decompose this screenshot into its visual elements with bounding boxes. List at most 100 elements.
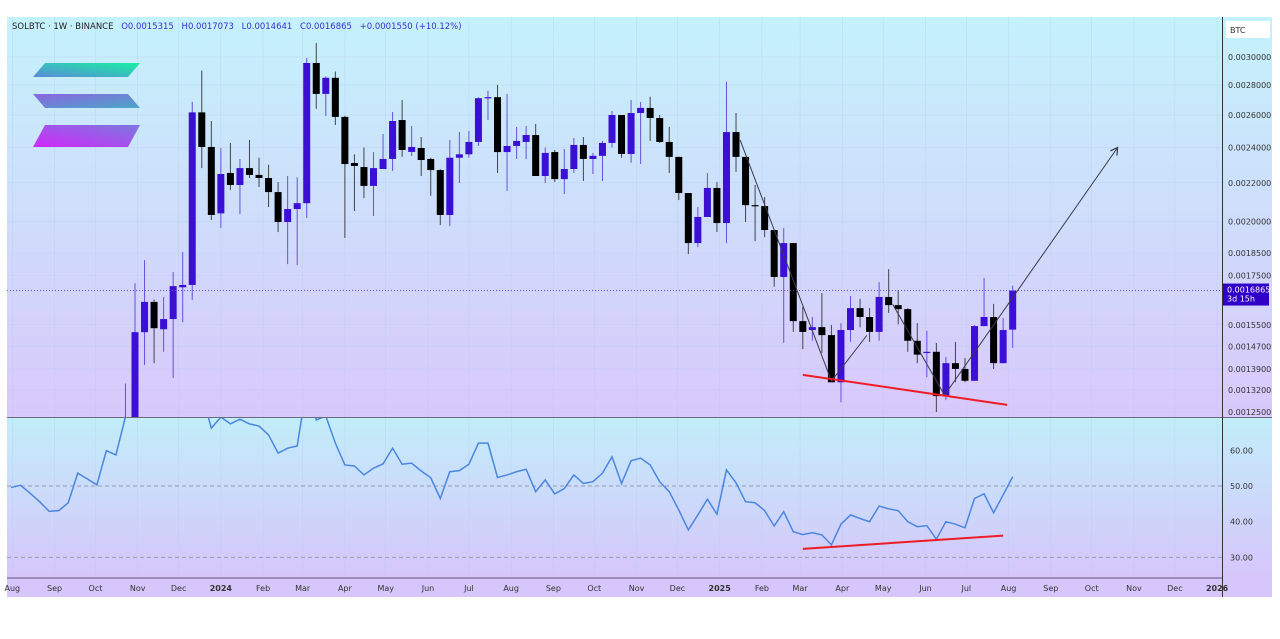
candle-body (160, 319, 168, 330)
price-support-trendline (802, 373, 1008, 406)
candle-body (551, 152, 559, 180)
time-tick-label: Jul (961, 584, 972, 593)
time-tick-label: Sep (1043, 584, 1058, 593)
candle-body (618, 115, 626, 154)
time-axis-labels: Aug Sep Oct Nov Dec 2024 Feb Mar Apr May Jun Jul Aug… (5, 584, 1229, 593)
candle (245, 139, 253, 179)
candle (770, 230, 778, 287)
candle (799, 306, 807, 350)
candle (465, 130, 473, 158)
rsi-line (10, 418, 1014, 547)
close-value: C0.0016865 (300, 22, 352, 32)
candle-body (598, 142, 606, 156)
candle-body (637, 107, 645, 114)
candle (303, 57, 311, 218)
price-pane[interactable] (7, 17, 1272, 417)
rsi-tick-label: 60.00 (1230, 446, 1253, 455)
candle (579, 136, 587, 181)
candle (484, 90, 492, 121)
candle-body (589, 155, 597, 159)
price-tick-label: 0.0018500 (1228, 249, 1271, 258)
candle-body (255, 174, 263, 179)
price-tick-label: 0.0024000 (1228, 143, 1271, 152)
time-tick-label: Jun (918, 584, 932, 593)
price-tick-label: 0.0020000 (1228, 217, 1271, 226)
candle (847, 295, 854, 342)
candle-body (971, 326, 979, 381)
price-tick-label: 0.0013200 (1228, 386, 1271, 395)
time-tick-label: Feb (256, 584, 270, 593)
candle (980, 277, 988, 327)
time-tick-label: May (377, 584, 394, 593)
time-tick-label: Sep (546, 584, 561, 593)
candle-body (961, 368, 969, 381)
rsi-pane[interactable] (7, 418, 1272, 578)
high-value: H0.0017073 (181, 22, 234, 32)
price-tick-label: 0.0014700 (1228, 342, 1271, 351)
candle (226, 142, 234, 191)
candle (837, 323, 845, 403)
candle (570, 137, 578, 173)
time-tick-label: Mar (295, 584, 311, 593)
candle (160, 296, 168, 352)
candle (169, 272, 177, 379)
time-tick-label: Aug (503, 584, 519, 593)
candle-body (360, 167, 368, 186)
candle (255, 157, 263, 188)
candle-body (379, 158, 387, 169)
candle (408, 126, 416, 157)
candle-body (875, 296, 883, 332)
candle (124, 383, 126, 417)
candle-body (274, 192, 282, 223)
candle-body (513, 140, 521, 146)
candle (703, 172, 711, 217)
candle (179, 251, 187, 323)
candle (732, 113, 740, 172)
time-axis[interactable] (7, 578, 1272, 597)
candle-body (560, 168, 568, 180)
rsi-support-trendline (802, 534, 1004, 550)
time-tick-label: Feb (755, 584, 769, 593)
candle (885, 269, 893, 313)
symbol-info[interactable]: SOLBTC · 1W · BINANCE (12, 22, 114, 32)
candle-body (217, 174, 225, 214)
candle-body (808, 327, 816, 331)
time-tick-label: Oct (89, 584, 103, 593)
candle-body (389, 120, 397, 159)
rsi-tick-label: 50.00 (1230, 482, 1253, 491)
candle-body (408, 146, 416, 152)
candle-body (427, 158, 435, 171)
candle-body (179, 284, 187, 288)
candle (141, 260, 149, 365)
candle (618, 115, 626, 158)
time-tick-label: Aug (1001, 584, 1017, 593)
candle (131, 283, 139, 417)
candle-body (799, 321, 807, 332)
candle (866, 308, 874, 342)
time-tick-label: Dec (171, 584, 186, 593)
candle-body (579, 144, 587, 159)
candle-body (293, 203, 301, 210)
candle (446, 139, 454, 226)
candle-body (703, 187, 711, 217)
candle (503, 93, 511, 191)
candle (284, 176, 292, 265)
candle (589, 152, 597, 175)
candle (207, 120, 215, 220)
candle (789, 243, 797, 332)
candle-body (656, 118, 664, 142)
candle (398, 100, 406, 157)
candle-body (923, 351, 931, 354)
candle-body (198, 112, 206, 147)
candle-body (951, 363, 959, 369)
rsi-axis[interactable]: 60.00 50.00 40.00 30.00 (1230, 446, 1253, 562)
candle-body (608, 115, 616, 143)
candle (198, 70, 206, 169)
price-tick-label: 0.0028000 (1228, 81, 1271, 90)
price-axis[interactable]: 0.0030000 0.0028000 0.0026000 0.0024000 0.00… (1228, 53, 1271, 417)
candle-body (646, 107, 654, 119)
candle (999, 318, 1007, 364)
candle (494, 84, 502, 173)
candle-body (494, 97, 502, 153)
